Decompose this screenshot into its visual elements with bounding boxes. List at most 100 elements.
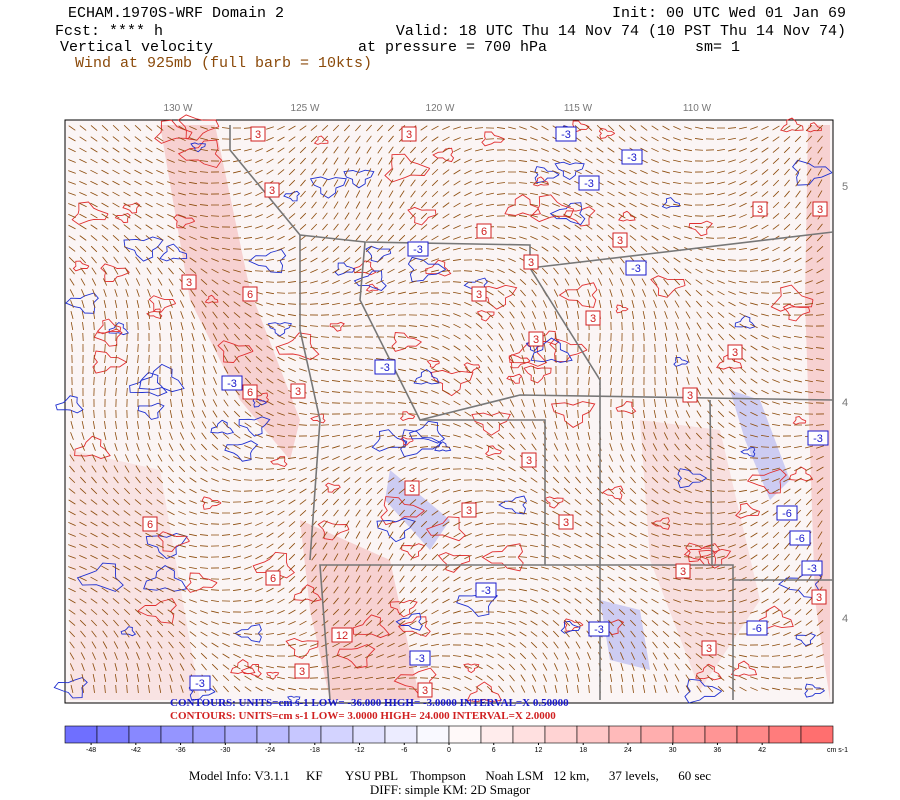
wind-barb: [520, 322, 526, 330]
wind-barb: [376, 631, 384, 637]
contour: [754, 605, 794, 630]
contour: [770, 284, 814, 312]
wind-barb: [782, 314, 792, 316]
wind-barb: [739, 302, 747, 306]
wind-barb: [640, 202, 648, 208]
wind-barb: [365, 487, 373, 495]
wind-barb: [277, 532, 285, 538]
wind-barb: [565, 663, 569, 671]
wind-barb: [651, 499, 659, 505]
wind-barb: [366, 223, 372, 231]
wind-barb: [453, 169, 461, 175]
wind-barb: [464, 686, 472, 692]
wind-barb: [738, 456, 748, 460]
wind-barb: [564, 465, 570, 473]
wind-barb: [728, 170, 736, 174]
wind-barb: [277, 224, 285, 230]
wind-barb: [265, 655, 275, 657]
wind-barb: [124, 465, 130, 473]
wind-barb: [123, 180, 131, 186]
wind-barb: [376, 291, 384, 295]
wind-barb: [772, 324, 780, 328]
wind-barb: [147, 300, 151, 308]
wind-barb: [651, 256, 659, 264]
wind-barb: [717, 280, 725, 284]
wind-barb: [761, 335, 769, 339]
wind-barb: [453, 665, 461, 669]
wind-barb: [266, 610, 274, 614]
wind-barb: [684, 642, 692, 648]
wind-barb: [508, 466, 516, 472]
contour: [782, 303, 811, 322]
wind-barb: [189, 511, 197, 515]
wind-barb: [265, 258, 275, 262]
wind-barb: [531, 443, 537, 451]
colorbar-label: 0: [447, 747, 451, 754]
wind-barb: [675, 333, 679, 341]
wind-barb: [189, 148, 197, 152]
wind-barb: [375, 424, 385, 426]
wind-barb: [277, 125, 285, 131]
wind-barb: [464, 291, 472, 295]
wind-barb: [123, 510, 131, 516]
wind-barb: [750, 180, 758, 186]
wind-barb: [364, 314, 374, 316]
wind-barb: [123, 245, 131, 253]
wind-barb: [717, 269, 725, 273]
wind-barb: [497, 433, 505, 439]
wind-barb: [148, 321, 150, 331]
wind-barb: [221, 182, 231, 184]
wind-barb: [69, 289, 75, 297]
wind-barb: [79, 213, 87, 219]
contour: [154, 119, 193, 144]
wind-barb: [420, 201, 428, 209]
wind-barb: [344, 553, 350, 561]
wind-barb: [101, 576, 109, 582]
wind-barb: [178, 192, 186, 196]
contours-positive: CONTOURS: UNITS=cm s-1 LOW= 3.0000 HIGH=…: [170, 710, 556, 722]
wind-barb: [386, 424, 396, 426]
wind-barb: [388, 531, 394, 539]
wind-barb: [629, 576, 637, 582]
wind-barb: [642, 311, 646, 319]
wind-barb: [563, 147, 571, 153]
wind-barb: [364, 380, 374, 382]
wind-barb: [431, 125, 439, 131]
wind-barb: [125, 652, 129, 660]
wind-barb: [508, 289, 516, 297]
wind-barb: [123, 499, 131, 505]
wind-barb: [126, 387, 128, 397]
wind-barb: [255, 225, 263, 229]
contour-label: -3: [195, 678, 205, 690]
wind-barb: [167, 136, 175, 142]
wind-barb: [398, 620, 406, 626]
wind-barb: [223, 410, 229, 418]
wind-barb: [179, 300, 185, 308]
wind-barb: [705, 523, 715, 525]
wind-barb: [408, 413, 418, 415]
wind-barb: [695, 621, 703, 625]
wind-barb: [355, 531, 361, 539]
wind-barb: [586, 476, 592, 484]
wind-barb: [485, 490, 495, 492]
wind-barb: [553, 454, 559, 462]
contour: [55, 395, 84, 414]
wind-barb: [168, 465, 174, 473]
lat-label: 4: [842, 613, 848, 625]
wind-barb: [419, 424, 429, 426]
wind-barb: [200, 620, 208, 626]
wind-barb: [717, 203, 725, 207]
wind-barb: [333, 586, 339, 594]
wind-barb: [333, 157, 339, 165]
wind-barb: [167, 181, 175, 185]
wind-barb: [201, 322, 207, 330]
wind-barb: [178, 235, 186, 241]
colorbar-label: -18: [310, 747, 320, 754]
contour-label-box: [475, 582, 497, 598]
wind-barb: [519, 599, 527, 603]
wind-barb: [409, 597, 417, 605]
wind-barb: [343, 268, 351, 274]
contour: [114, 212, 131, 224]
contour: [275, 332, 320, 361]
wind-barb: [664, 322, 668, 330]
